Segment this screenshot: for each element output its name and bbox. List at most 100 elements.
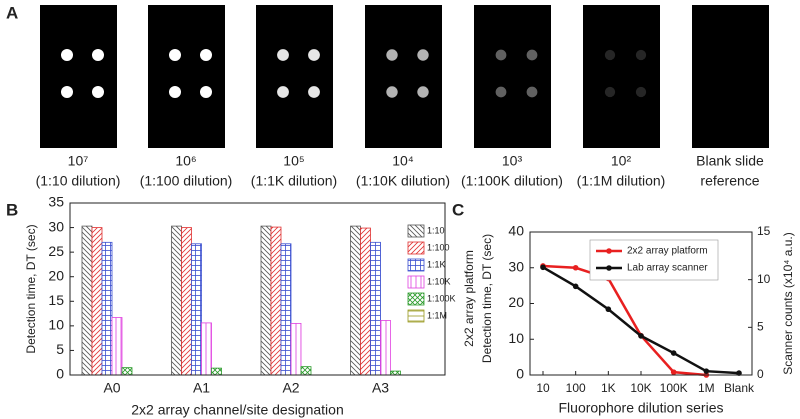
y2-tick-label: 5 xyxy=(757,320,764,334)
y-tick-label: 0 xyxy=(56,366,64,382)
image-label: 10⁴ xyxy=(392,153,414,169)
y-tick-label: 35 xyxy=(48,194,64,210)
y-tick-label: 40 xyxy=(508,223,524,239)
y-tick-label: 0 xyxy=(516,366,524,382)
legend-label: 1:100K xyxy=(427,293,456,303)
x-tick-label: A1 xyxy=(193,380,210,396)
bar xyxy=(91,227,103,376)
fluorescent-spot xyxy=(526,49,538,61)
fluorescent-spot xyxy=(308,49,320,61)
legend-swatch xyxy=(407,224,425,238)
x-tick-label: A2 xyxy=(282,380,299,396)
fluorescent-spot xyxy=(61,86,73,98)
image-caption: (1:10K dilution) xyxy=(356,173,450,189)
series-line xyxy=(542,264,707,377)
panel-label: B xyxy=(6,200,18,219)
y-tick-label: 30 xyxy=(48,218,64,234)
image-caption: (1:100K dilution) xyxy=(461,173,563,189)
slide-image xyxy=(256,5,333,148)
x-tick-label: 100K xyxy=(660,381,688,395)
x-tick-label: A0 xyxy=(103,380,120,396)
legend-swatch xyxy=(407,241,425,255)
bar xyxy=(121,367,133,376)
fluorescent-spot xyxy=(200,49,212,61)
legend-box xyxy=(589,239,719,281)
legend-label: 1:1M xyxy=(427,310,447,320)
x-tick-label: A3 xyxy=(372,380,389,396)
x-tick-label: 10K xyxy=(630,381,651,395)
legend-marker xyxy=(606,265,612,271)
fluorescent-spot xyxy=(169,86,181,98)
bar xyxy=(201,322,212,376)
image-caption: reference xyxy=(700,173,759,189)
y-tick-label: 20 xyxy=(508,294,524,310)
legend-swatch xyxy=(407,309,425,323)
y-tick-label: 20 xyxy=(48,267,64,283)
image-label: 10⁵ xyxy=(283,153,304,169)
fluorescent-spot xyxy=(417,49,429,61)
plot-frame xyxy=(69,202,446,376)
fluorescent-spot xyxy=(277,49,289,61)
fluorescent-spot xyxy=(604,49,616,61)
legend-label: 1:100 xyxy=(427,242,450,252)
image-caption: (1:100 dilution) xyxy=(140,173,233,189)
bar xyxy=(81,225,93,376)
y-axis-label: 2x2 array platform xyxy=(462,250,476,347)
x-tick-label: 1K xyxy=(601,381,616,395)
bar xyxy=(211,367,222,376)
fluorescent-spot xyxy=(277,86,289,98)
point-marker xyxy=(572,283,579,290)
y2-axis-label: Scanner counts (x10⁴ a.u.) xyxy=(781,232,795,375)
bar xyxy=(350,225,361,376)
point-marker xyxy=(638,333,644,339)
panel-label: A xyxy=(6,3,18,22)
point-marker xyxy=(605,306,612,313)
bar xyxy=(370,241,381,376)
x-tick-label: Blank xyxy=(724,381,755,395)
y-axis-label: Detection time, DT (sec) xyxy=(480,234,494,363)
y-tick-label: 5 xyxy=(56,341,64,357)
legend-label: 2x2 array platform xyxy=(627,246,708,257)
x-tick-label: 1M xyxy=(698,381,715,395)
legend-swatch xyxy=(407,275,425,289)
fluorescent-spot xyxy=(495,86,507,98)
bar xyxy=(181,227,192,376)
bar xyxy=(260,225,272,376)
point-marker xyxy=(736,370,742,376)
x-axis-label: 2x2 array channel/site designation xyxy=(131,402,343,418)
fluorescent-spot xyxy=(92,86,104,98)
bar xyxy=(280,243,292,376)
bar xyxy=(191,243,202,376)
x-tick-label: 10 xyxy=(536,381,550,395)
y-tick-label: 10 xyxy=(48,317,64,333)
y-tick-label: 15 xyxy=(48,292,64,308)
fluorescent-spot xyxy=(635,86,647,98)
fluorescent-spot xyxy=(495,49,507,61)
point-marker xyxy=(670,350,677,356)
x-axis-label: Fluorophore dilution series xyxy=(559,400,724,416)
image-caption: (1:1M dilution) xyxy=(577,173,666,189)
y2-tick-label: 0 xyxy=(757,367,764,381)
legend-marker xyxy=(606,248,612,254)
fluorescent-spot xyxy=(61,49,73,61)
bar xyxy=(390,370,401,376)
y-tick-label: 25 xyxy=(48,243,64,259)
image-label: Blank slide xyxy=(696,153,764,169)
bar xyxy=(290,322,302,376)
series-line xyxy=(542,266,740,375)
fluorescent-spot xyxy=(386,86,398,98)
fluorescent-spot xyxy=(169,49,181,61)
y-tick-label: 10 xyxy=(508,330,524,346)
image-caption: (1:1K dilution) xyxy=(251,173,337,189)
slide-image xyxy=(583,5,660,148)
fluorescent-spot xyxy=(417,86,429,98)
legend-label: 1:1K xyxy=(427,259,446,269)
fluorescent-spot xyxy=(604,86,616,98)
point-marker xyxy=(540,264,546,271)
fluorescent-spot xyxy=(308,86,320,98)
slide-image xyxy=(40,5,117,148)
bar xyxy=(111,317,123,376)
legend-label: 1:10 xyxy=(427,225,445,235)
image-label: 10⁶ xyxy=(175,153,196,169)
